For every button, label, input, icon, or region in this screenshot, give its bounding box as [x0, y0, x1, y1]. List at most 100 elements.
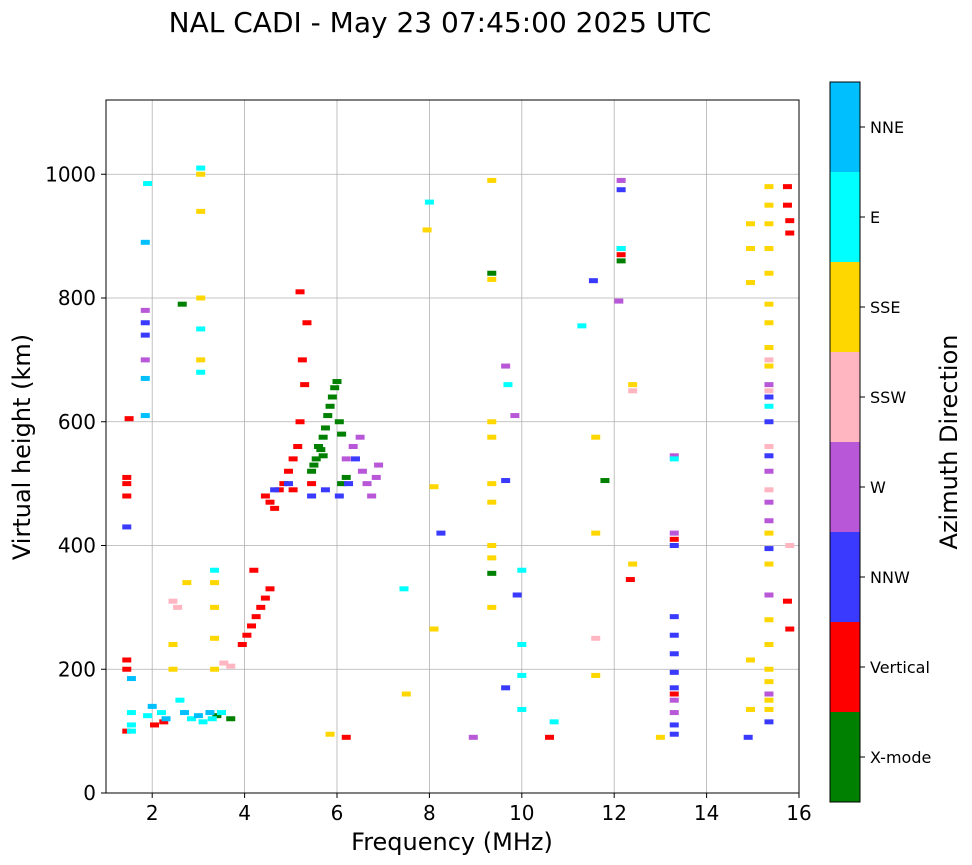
data-point — [219, 660, 229, 666]
colorbar-label: W — [870, 478, 886, 497]
data-point — [124, 416, 134, 422]
data-point — [512, 592, 522, 598]
data-point — [764, 666, 774, 672]
data-point — [614, 298, 624, 304]
data-point — [487, 570, 497, 576]
series-e — [126, 165, 774, 734]
colorbar-segment — [830, 262, 860, 352]
data-point — [182, 580, 192, 586]
data-point — [274, 487, 284, 493]
data-point — [288, 487, 298, 493]
x-tick-label: 6 — [331, 801, 344, 825]
data-point — [260, 493, 270, 499]
data-point — [196, 326, 206, 332]
x-tick-label: 2 — [146, 801, 159, 825]
data-point — [422, 227, 432, 233]
data-point — [180, 710, 190, 716]
data-point — [764, 419, 774, 425]
data-point — [764, 388, 774, 394]
data-point — [140, 320, 150, 326]
data-point — [196, 357, 206, 363]
series-w — [140, 177, 774, 740]
data-point — [226, 663, 236, 669]
data-point — [297, 357, 307, 363]
data-point — [468, 734, 478, 740]
data-point — [510, 413, 520, 419]
data-point — [588, 278, 598, 284]
series-ssw — [168, 357, 795, 669]
data-point — [205, 710, 215, 716]
data-point — [487, 276, 497, 282]
plot-frame — [105, 99, 800, 794]
data-point — [764, 530, 774, 536]
data-point — [210, 604, 220, 610]
data-point — [669, 453, 679, 459]
data-point — [764, 301, 774, 307]
x-tick-label: 14 — [694, 801, 719, 825]
data-point — [177, 301, 187, 307]
data-point — [318, 453, 328, 459]
data-point — [616, 246, 626, 251]
data-point — [745, 246, 755, 251]
data-point — [256, 604, 266, 610]
data-point — [745, 657, 755, 663]
data-point — [270, 505, 280, 511]
y-tick-label: 800 — [58, 286, 96, 310]
colorbar-label: NNE — [870, 118, 904, 137]
data-point — [487, 177, 497, 183]
data-point — [140, 307, 150, 313]
data-point — [156, 710, 166, 716]
x-tick-label: 12 — [601, 801, 626, 825]
y-tick-label: 1000 — [45, 162, 96, 186]
colorbar: X-mode Vertical NNW W SSW SSE E NNE — [829, 81, 931, 803]
data-point — [669, 536, 679, 542]
data-point — [279, 481, 289, 487]
data-point — [307, 493, 317, 499]
colorbar-label: SSW — [870, 388, 906, 407]
data-point — [355, 434, 365, 440]
data-point — [764, 270, 774, 276]
data-point — [487, 481, 497, 487]
plot-area — [106, 100, 799, 793]
data-point — [207, 716, 217, 722]
data-point — [293, 444, 303, 449]
data-point — [318, 434, 328, 440]
data-point — [764, 403, 774, 409]
data-point — [764, 642, 774, 647]
data-point — [782, 202, 792, 208]
data-point — [161, 716, 171, 722]
data-point — [341, 474, 351, 480]
data-point — [764, 592, 774, 598]
data-point — [314, 444, 324, 449]
data-point — [226, 716, 236, 722]
data-point — [669, 685, 679, 691]
chart-title: NAL CADI - May 23 07:45:00 2025 UTC — [169, 6, 712, 39]
data-point — [764, 719, 774, 725]
data-point — [327, 394, 337, 400]
y-tick-label: 600 — [58, 410, 96, 434]
data-point — [140, 239, 150, 245]
data-point — [341, 734, 351, 740]
data-point — [424, 199, 434, 205]
x-tick-label: 4 — [238, 801, 251, 825]
data-point — [628, 382, 638, 388]
data-point — [311, 456, 321, 462]
data-point — [764, 320, 774, 326]
data-point — [628, 388, 638, 394]
series-sse — [168, 171, 774, 740]
data-point — [302, 320, 312, 326]
y-axis-label: Virtual height (km) — [8, 334, 36, 560]
data-point — [196, 369, 206, 375]
colorbar-segment — [830, 172, 860, 262]
data-point — [173, 604, 183, 610]
grid — [106, 100, 800, 794]
data-point — [330, 385, 340, 391]
data-point — [669, 722, 679, 728]
y-tick-label: 200 — [58, 657, 96, 681]
data-point — [341, 456, 351, 462]
x-tick-label: 16 — [786, 801, 811, 825]
data-point — [122, 474, 132, 480]
colorbar-title: Azimuth Direction — [935, 335, 963, 550]
data-point — [217, 710, 226, 716]
data-point — [126, 676, 136, 682]
